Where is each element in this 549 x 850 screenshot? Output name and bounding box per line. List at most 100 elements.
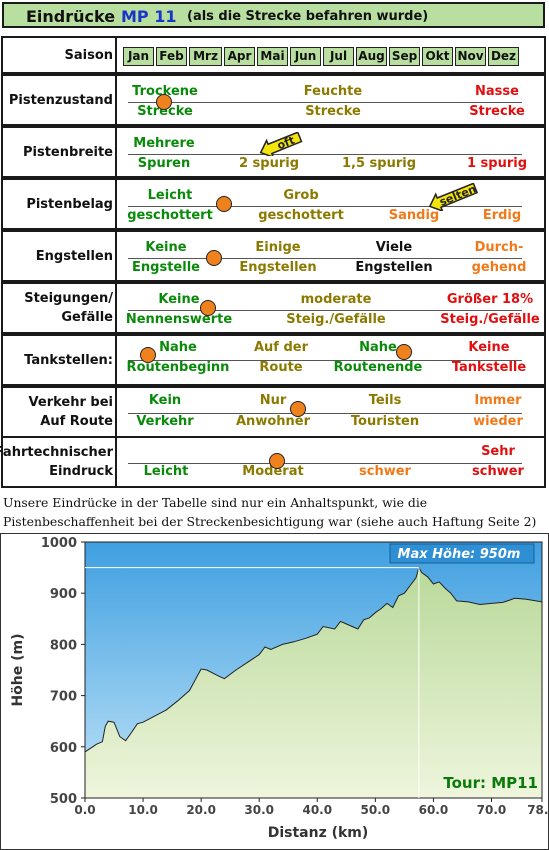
month-mai: Mai bbox=[257, 47, 288, 66]
option-a1: Keine bbox=[158, 292, 200, 307]
option-c: schwer bbox=[359, 464, 411, 479]
option-b1: Nur bbox=[259, 393, 287, 408]
month-okt: Okt bbox=[422, 47, 453, 66]
row-pistenbreite: Pistenbreite Mehrere Spuren 2 spurig 1,5… bbox=[1, 126, 546, 178]
option-a2: geschottert bbox=[127, 208, 213, 223]
option-b: 2 spurig bbox=[238, 156, 300, 171]
option-c2: Touristen bbox=[350, 414, 420, 429]
elevation-area bbox=[84, 566, 543, 799]
row-label: Pistenbelag bbox=[3, 180, 117, 228]
x-tick-label: 0.0 bbox=[74, 803, 95, 817]
title-bar: Eindrücke MP 11 (als die Strecke befahre… bbox=[2, 2, 545, 28]
row-engstellen: Engstellen Keine Engstelle Einige Engste… bbox=[1, 230, 546, 282]
row-label: Steigungen/Gefälle bbox=[3, 284, 117, 332]
scale-line bbox=[128, 310, 522, 311]
x-tick-label: 30.0 bbox=[244, 803, 274, 817]
month-mrz: Mrz bbox=[189, 47, 222, 66]
y-axis-label: Höhe (m) bbox=[10, 633, 26, 706]
option-a2: Engstelle bbox=[132, 260, 200, 275]
option-a1: Leicht bbox=[147, 188, 193, 203]
option-a1: Mehrere bbox=[133, 136, 195, 151]
option-d1: Keine bbox=[468, 340, 510, 355]
option-b2: Steig./Gefälle bbox=[286, 312, 386, 327]
rating-marker bbox=[216, 196, 232, 212]
month-list: Jan Feb Mrz Apr Mai Jun Jul Aug Sep Okt … bbox=[123, 47, 519, 66]
elevation-chart: 0.0 10.0 20.0 30.0 40.0 50.0 60.0 70.0 78.7 500 60… bbox=[0, 533, 549, 850]
scale-line bbox=[128, 360, 522, 361]
option-b2: geschottert bbox=[258, 208, 344, 223]
row-pistenzustand: Pistenzustand Trockene Strecke Feuchte S… bbox=[1, 74, 546, 126]
row-label: Pistenzustand bbox=[3, 76, 117, 124]
y-tick-label: 900 bbox=[50, 587, 77, 602]
option-a1: Nahe bbox=[159, 340, 197, 355]
y-tick-label: 500 bbox=[50, 792, 77, 807]
option-b2: Route bbox=[259, 360, 303, 375]
callout-arrow-icon: selten bbox=[428, 183, 479, 211]
x-tick-label: 60.0 bbox=[419, 803, 449, 817]
option-b1: Einige bbox=[255, 240, 301, 255]
x-tick-label: 78.7 bbox=[527, 803, 549, 817]
option-c: 1,5 spurig bbox=[341, 156, 417, 171]
option-a2: Routenbeginn bbox=[126, 360, 230, 375]
option-a1: Keine bbox=[145, 240, 187, 255]
y-tick-label: 1000 bbox=[41, 536, 77, 551]
rating-marker bbox=[156, 94, 172, 110]
subtitle: (als die Strecke befahren wurde) bbox=[187, 9, 429, 24]
option-b1: moderate bbox=[300, 292, 372, 307]
y-tick-label: 800 bbox=[50, 638, 77, 653]
callout-text: selten bbox=[438, 183, 478, 209]
option-d1: Durch- bbox=[474, 240, 524, 255]
option-b2: Anwohner bbox=[236, 414, 310, 429]
option-a1: Kein bbox=[148, 393, 182, 408]
month-dez: Dez bbox=[488, 47, 519, 66]
max-label-box bbox=[389, 543, 535, 564]
option-a2: Strecke bbox=[137, 104, 193, 119]
x-tick-label: 10.0 bbox=[128, 803, 158, 817]
month-feb: Feb bbox=[156, 47, 187, 66]
option-c1: Teils bbox=[368, 393, 402, 408]
row-label: Saison bbox=[3, 38, 117, 72]
option-c1: Nasse bbox=[475, 84, 519, 99]
callout-arrow-icon: oft bbox=[259, 132, 303, 156]
option-d2: gehend bbox=[471, 260, 527, 275]
month-apr: Apr bbox=[224, 47, 255, 66]
x-tick-label: 40.0 bbox=[302, 803, 332, 817]
callout-text: oft bbox=[275, 134, 296, 153]
note-text: Unsere Eindrücke in der Tabelle sind nur… bbox=[3, 495, 537, 529]
scale-line bbox=[128, 413, 522, 414]
rating-marker bbox=[140, 347, 156, 363]
option-c2: Steig./Gefälle bbox=[440, 312, 540, 327]
option-d1: Sehr bbox=[481, 444, 515, 459]
option-d1: Immer bbox=[474, 393, 522, 408]
option-b: Moderat bbox=[242, 464, 304, 479]
tour-label: Tour: MP11 bbox=[443, 774, 538, 792]
x-tick-label: 20.0 bbox=[186, 803, 216, 817]
y-tick-label: 700 bbox=[50, 690, 77, 705]
option-a: Leicht bbox=[143, 464, 189, 479]
option-c2: Strecke bbox=[469, 104, 525, 119]
title: Eindrücke bbox=[26, 7, 116, 26]
row-tankstellen: Tankstellen: Nahe Routenbeginn Auf der R… bbox=[1, 334, 546, 386]
option-d: Erdig bbox=[482, 208, 522, 223]
option-c1: Viele bbox=[375, 240, 413, 255]
month-jan: Jan bbox=[123, 47, 154, 66]
scale-line bbox=[128, 102, 522, 103]
option-d2: wieder bbox=[473, 414, 523, 429]
scale-line bbox=[128, 206, 522, 207]
month-nov: Nov bbox=[455, 47, 486, 66]
max-height-label: Max Höhe: 950m bbox=[398, 547, 521, 562]
option-d2: schwer bbox=[472, 464, 524, 479]
row-label: Fahrtechnischer Eindruck bbox=[0, 438, 117, 486]
tour-id: MP 11 bbox=[121, 7, 177, 26]
x-tick-label: 50.0 bbox=[361, 803, 391, 817]
option-a2: Spuren bbox=[137, 156, 191, 171]
option-c: Sandig bbox=[388, 208, 440, 223]
y-tick-label: 600 bbox=[50, 741, 77, 756]
option-d: 1 spurig bbox=[466, 156, 528, 171]
option-a1: Trockene bbox=[132, 84, 198, 99]
scale-line bbox=[128, 258, 522, 259]
rating-marker bbox=[290, 401, 306, 417]
option-c1: Größer 18% bbox=[446, 292, 534, 307]
rating-marker bbox=[269, 453, 285, 469]
row-fahrtechnik: Fahrtechnischer Eindruck Leicht Moderat s… bbox=[0, 436, 546, 488]
